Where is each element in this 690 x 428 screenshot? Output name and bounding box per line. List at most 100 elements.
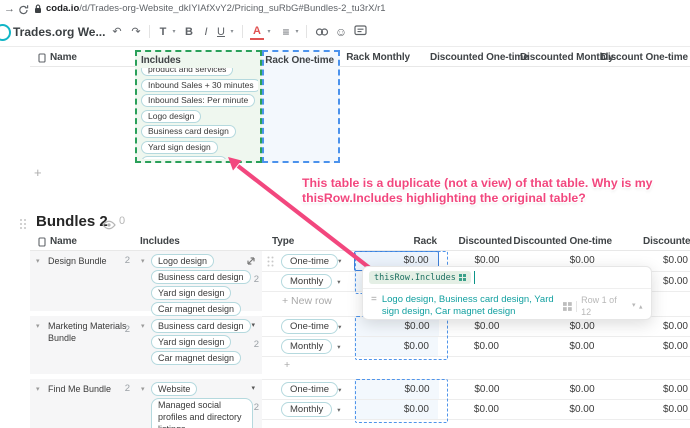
select-caret-icon[interactable]: ▾ <box>337 278 341 286</box>
discounted-cell[interactable]: $0.00 <box>474 321 500 332</box>
column-header-discount-one-time[interactable]: Discount One-time <box>600 52 688 63</box>
bundle-name[interactable]: Design Bundle <box>48 256 107 266</box>
type-cell[interactable]: Monthly ▾ <box>262 337 354 356</box>
discounted-cell[interactable]: $0.00 <box>474 384 500 395</box>
includes-pill[interactable]: Yard sign design <box>141 140 218 154</box>
comment-icon[interactable] <box>354 25 367 37</box>
type-pill[interactable]: Monthly <box>281 402 333 417</box>
new-row-button[interactable]: + New row <box>282 295 332 307</box>
discounted-one-time-cell[interactable]: $0.00 <box>569 341 595 352</box>
discounted-monthly-cell[interactable]: $0.00 <box>662 404 688 415</box>
includes-pill[interactable]: Logo design <box>141 109 202 123</box>
discounted-one-time-cell[interactable]: $0.00 <box>569 384 595 395</box>
chevron-down-icon[interactable]: ▾ <box>267 29 271 35</box>
align-button[interactable]: ≡ <box>282 25 290 39</box>
type-cell[interactable]: Monthly ▾ <box>262 400 354 419</box>
discounted-monthly-cell[interactable]: $0.00 <box>662 321 688 332</box>
discounted-cell[interactable]: $0.00 <box>474 255 500 266</box>
includes-pill[interactable]: Car magnet design <box>141 156 227 159</box>
text-style-button[interactable]: T <box>159 26 167 38</box>
includes-pill[interactable]: Logo design <box>151 254 215 268</box>
select-caret-icon[interactable]: ▾ <box>338 258 342 265</box>
column-header-includes[interactable]: Includes <box>140 236 180 247</box>
next-row-button[interactable]: ▾ <box>631 302 636 309</box>
includes-cell[interactable]: ▾ Business card design Yard sign design … <box>135 316 262 374</box>
discounted-monthly-cell[interactable]: $0.00 <box>662 255 688 266</box>
column-header-includes[interactable]: Includes <box>141 55 181 66</box>
discounted-monthly-cell[interactable]: $0.00 <box>662 276 688 287</box>
comment-count[interactable]: 0 <box>119 215 126 227</box>
name-cell[interactable]: ▾ Marketing Materials Bundle 2 <box>30 316 135 374</box>
row-chevron-icon[interactable]: ▾ <box>36 323 40 330</box>
underline-button[interactable]: U <box>217 26 225 38</box>
bundle-name[interactable]: Marketing Materials Bundle <box>48 321 127 343</box>
includes-pill[interactable]: Car magnet design <box>151 302 242 316</box>
link-icon[interactable] <box>315 26 329 38</box>
name-cell[interactable]: ▾ Design Bundle 2 <box>30 251 135 311</box>
select-caret-icon[interactable]: ▾ <box>337 343 341 351</box>
expand-icon[interactable] <box>246 256 256 266</box>
includes-pill[interactable]: Website <box>151 382 198 396</box>
reload-icon[interactable] <box>18 4 29 15</box>
includes-pill[interactable]: Business card design <box>151 270 251 284</box>
column-header-name[interactable]: Name <box>50 236 77 247</box>
includes-pill[interactable]: product and services <box>141 68 234 76</box>
row-chevron-icon[interactable]: ▾ <box>36 258 40 265</box>
column-header-discounted-monthly[interactable]: Discounted Mo <box>643 236 690 247</box>
column-header-discounted-monthly[interactable]: Discounted Monthly <box>520 52 614 63</box>
rack-cell[interactable]: $0.00 <box>353 400 438 419</box>
select-caret-icon[interactable]: ▾ <box>338 323 342 331</box>
includes-pill[interactable]: Inbound Sales: Per minute <box>141 94 256 107</box>
cell-chevron-icon[interactable]: ▾ <box>141 323 145 330</box>
drag-handle-icon[interactable] <box>19 218 27 230</box>
type-cell[interactable]: One-time ▾ <box>262 317 354 336</box>
discounted-one-time-cell[interactable]: $0.00 <box>569 255 595 266</box>
type-cell[interactable]: One-time ▾ <box>262 251 354 271</box>
discounted-monthly-cell[interactable]: $0.00 <box>662 384 688 395</box>
includes-cell[interactable]: ▾ Website Managed social profiles and di… <box>135 379 262 428</box>
eye-icon[interactable] <box>102 220 116 230</box>
discounted-one-time-cell[interactable]: $0.00 <box>569 321 595 332</box>
discounted-cell[interactable]: $0.00 <box>473 341 499 352</box>
cell-chevron-icon[interactable]: ▾ <box>141 386 145 393</box>
includes-pill[interactable]: Inbound Sales + 30 minutes <box>141 78 258 92</box>
emoji-icon[interactable]: ☺ <box>334 25 348 39</box>
includes-pill[interactable]: Business card design <box>151 319 251 333</box>
select-caret-icon[interactable]: ▾ <box>338 386 342 394</box>
type-pill[interactable]: One-time <box>281 319 339 334</box>
rack-cell[interactable]: $0.00 <box>354 380 439 399</box>
address-bar[interactable]: coda.io/d/Trades-org-Website_dkIYIAfXvY2… <box>46 3 386 15</box>
cell-chevron-icon[interactable]: ▾ <box>141 258 145 265</box>
column-header-type[interactable]: Type <box>272 236 295 247</box>
discounted-one-time-cell[interactable]: $0.00 <box>569 404 595 415</box>
column-header-rack[interactable]: Rack <box>413 236 437 247</box>
select-caret-icon[interactable]: ▾ <box>251 322 255 329</box>
select-caret-icon[interactable]: ▾ <box>251 385 255 392</box>
formula-input[interactable]: thisRow.Includes <box>363 267 651 289</box>
redo-button[interactable]: ↷ <box>131 26 141 38</box>
doc-title[interactable]: Trades.org We... <box>13 25 106 39</box>
chevron-down-icon[interactable]: ▾ <box>230 29 234 35</box>
includes-pill[interactable]: Business card design <box>141 125 236 138</box>
discounted-monthly-cell[interactable]: $0.00 <box>662 341 688 352</box>
italic-button[interactable]: I <box>204 26 208 38</box>
section-title[interactable]: Bundles 2 <box>36 213 108 230</box>
column-header-discounted-one-time[interactable]: Discounted One-time <box>513 236 612 247</box>
rack-cell[interactable]: $0.00 <box>353 337 438 356</box>
type-pill[interactable]: One-time <box>281 253 339 269</box>
highlighted-column-includes[interactable]: Includes product and services Inbound Sa… <box>135 50 262 163</box>
bundle-name[interactable]: Find Me Bundle <box>48 384 112 394</box>
bold-button[interactable]: B <box>185 26 193 38</box>
select-caret-icon[interactable]: ▾ <box>337 406 341 414</box>
add-row-button[interactable]: + <box>34 165 42 180</box>
column-header-discounted-one-time[interactable]: Discounted One-time <box>430 52 529 63</box>
includes-pill[interactable]: Yard sign design <box>151 286 232 300</box>
prev-row-button[interactable]: ▾ <box>639 303 643 310</box>
row-chevron-icon[interactable]: ▾ <box>36 386 40 393</box>
type-pill[interactable]: Monthly <box>281 339 333 354</box>
highlighted-column-rack-one-time[interactable]: Rack One-time <box>262 50 340 163</box>
type-cell[interactable]: One-time ▾ <box>262 380 354 399</box>
rack-cell[interactable]: $0.00 <box>354 317 439 336</box>
chevron-down-icon[interactable]: ▾ <box>295 29 299 35</box>
includes-cell[interactable]: ▾ Logo design Business card design Yard … <box>135 251 262 316</box>
